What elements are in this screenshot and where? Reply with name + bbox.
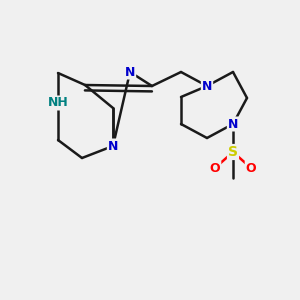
Text: N: N xyxy=(228,118,238,130)
Text: O: O xyxy=(210,161,220,175)
Text: N: N xyxy=(108,140,118,152)
Text: NH: NH xyxy=(48,97,68,110)
Text: S: S xyxy=(228,145,238,159)
Text: N: N xyxy=(202,80,212,92)
Text: O: O xyxy=(246,161,256,175)
Text: N: N xyxy=(125,65,135,79)
